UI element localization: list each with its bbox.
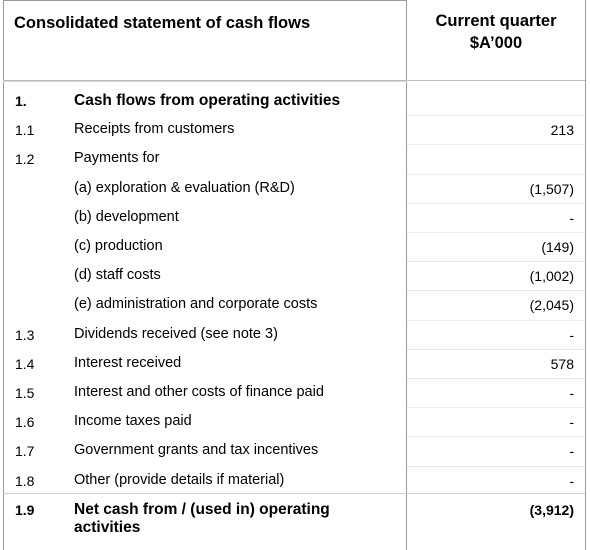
value-cell-border	[407, 115, 585, 116]
row-number: 1.	[15, 93, 27, 109]
table-row: 1.9 Net cash from / (used in) operating ac…	[0, 495, 590, 536]
row-number: 1.5	[15, 385, 35, 401]
column-header-line1: Current quarter	[435, 12, 557, 30]
frame-top-border	[3, 0, 407, 1]
value-cell-border	[407, 436, 585, 437]
row-description: (e) administration and corporate costs	[74, 296, 318, 312]
row-number: 1.2	[15, 151, 35, 167]
row-description-continued: activities	[74, 519, 141, 536]
row-description: Cash flows from operating activities	[74, 92, 341, 109]
row-description: (a) exploration & evaluation (R&D)	[74, 180, 295, 196]
column-header-line2: $A’000	[469, 34, 523, 52]
table-row: 1.4 Interest received 578	[0, 349, 590, 378]
row-description: (d) staff costs	[74, 267, 161, 283]
net-row-divider-left	[3, 493, 407, 494]
net-row-divider-right	[407, 493, 585, 494]
row-description: Income taxes paid	[74, 413, 192, 429]
frame-right-border	[585, 0, 586, 550]
row-description: Dividends received (see note 3)	[74, 326, 278, 342]
row-description: Interest and other costs of finance paid	[74, 384, 324, 400]
row-value: (1,002)	[529, 268, 574, 284]
frame-left-border	[3, 0, 4, 550]
table-row: 1.6 Income taxes paid -	[0, 407, 590, 436]
section-divider	[3, 81, 407, 82]
value-cell-border	[407, 144, 585, 145]
value-cell-border	[407, 407, 585, 408]
header-divider	[3, 80, 585, 81]
value-cell-border	[407, 232, 585, 233]
row-number: 1.8	[15, 473, 35, 489]
row-value: -	[569, 385, 574, 401]
value-cell-border	[407, 290, 585, 291]
row-value: (1,507)	[529, 181, 574, 197]
row-value: -	[569, 443, 574, 459]
table-row: (a) exploration & evaluation (R&D) (1,507…	[0, 174, 590, 203]
row-value: 578	[550, 356, 574, 372]
statement-title: Consolidated statement of cash flows	[14, 14, 311, 32]
row-description: (b) development	[74, 209, 179, 225]
row-value: (149)	[541, 239, 574, 255]
table-row: (c) production (149)	[0, 232, 590, 261]
row-value: -	[569, 210, 574, 226]
value-cell-border	[407, 349, 585, 350]
table-row: 1.8 Other (provide details if material) -	[0, 466, 590, 495]
row-description: (c) production	[74, 238, 163, 254]
value-cell-border	[407, 320, 585, 321]
table-row: 1.2 Payments for	[0, 144, 590, 173]
value-cell-border	[407, 174, 585, 175]
row-value: (3,912)	[529, 502, 574, 518]
row-number: 1.4	[15, 356, 35, 372]
row-value: -	[569, 414, 574, 430]
table-row: 1.7 Government grants and tax incentives -	[0, 436, 590, 465]
row-value: -	[569, 473, 574, 489]
row-description: Receipts from customers	[74, 121, 235, 137]
table-row: (d) staff costs (1,002)	[0, 261, 590, 290]
row-number: 1.7	[15, 443, 35, 459]
row-number: 1.9	[15, 502, 35, 518]
row-number: 1.6	[15, 414, 35, 430]
row-number: 1.3	[15, 327, 35, 343]
row-description: Payments for	[74, 150, 160, 166]
row-description: Interest received	[74, 355, 182, 371]
row-description: Government grants and tax incentives	[74, 442, 319, 458]
row-value: (2,045)	[529, 297, 574, 313]
value-cell-border	[407, 466, 585, 467]
row-value: -	[569, 327, 574, 343]
table-row: 1.3 Dividends received (see note 3) -	[0, 320, 590, 349]
value-cell-border	[407, 261, 585, 262]
row-value: 213	[550, 122, 574, 138]
table-row: (e) administration and corporate costs (2…	[0, 290, 590, 319]
row-description: Other (provide details if material)	[74, 472, 285, 488]
table-row: (b) development -	[0, 203, 590, 232]
value-cell-border	[407, 203, 585, 204]
table-row: 1.1 Receipts from customers 213	[0, 115, 590, 144]
table-row: 1. Cash flows from operating activities	[0, 86, 590, 115]
row-description: Net cash from / (used in) operating	[74, 501, 330, 518]
column-divider	[406, 0, 407, 550]
table-row: 1.5 Interest and other costs of finance p…	[0, 378, 590, 407]
row-number: 1.1	[15, 122, 35, 138]
value-cell-border	[407, 378, 585, 379]
